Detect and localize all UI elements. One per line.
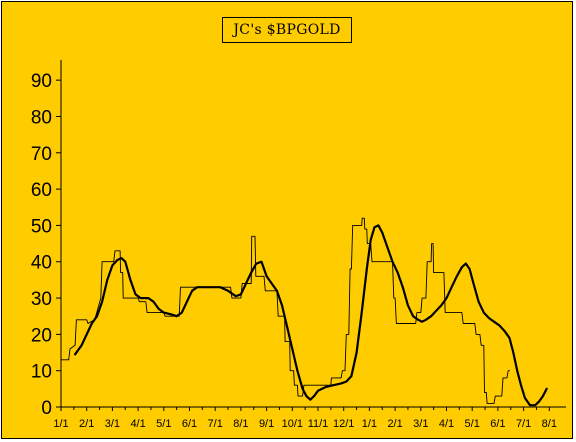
y-tick-label: 50	[31, 216, 52, 237]
y-tick-label: 30	[31, 289, 52, 310]
x-tick-label: 2/1	[387, 418, 402, 430]
x-tick-label: 8/1	[233, 418, 248, 430]
x-tick-label: 7/1	[516, 418, 531, 430]
chart-title: JC's $BPGOLD	[222, 17, 352, 43]
x-tick-label: 11/1	[308, 418, 329, 430]
x-axis-ticks: 1/1 2/1 3/1 4/1 5/1 6/1 7/1 8/1 9/1 10/1 11/1 12/1 1…	[53, 407, 557, 430]
x-tick-label: 4/1	[439, 418, 454, 430]
x-tick-label: 5/1	[156, 418, 171, 430]
x-tick-label: 10/1	[282, 418, 303, 430]
y-tick-label: 10	[31, 362, 52, 383]
series-line-smoothed	[74, 224, 548, 407]
y-tick-label: 70	[31, 144, 52, 165]
x-tick-label: 8/1	[542, 418, 557, 430]
x-tick-label: 3/1	[413, 418, 428, 430]
x-tick-label: 6/1	[182, 418, 197, 430]
x-tick-label: 5/1	[465, 418, 480, 430]
y-tick-label: 60	[31, 180, 52, 201]
x-tick-label: 7/1	[208, 418, 223, 430]
series-lines	[60, 217, 548, 407]
series-line-step	[60, 217, 510, 404]
x-tick-label: 3/1	[105, 418, 120, 430]
x-tick-label: 9/1	[259, 418, 274, 430]
y-axis-ticks: 0 10 20 30 40 50 60 70 80 90	[31, 71, 61, 419]
x-tick-label: 4/1	[130, 418, 145, 430]
y-tick-label: 0	[41, 398, 52, 419]
axes	[60, 60, 566, 408]
x-tick-label: 6/1	[490, 418, 505, 430]
y-tick-label: 90	[31, 71, 52, 92]
y-tick-label: 80	[31, 107, 52, 128]
x-tick-label: 1/1	[53, 418, 68, 430]
y-tick-label: 40	[31, 253, 52, 274]
x-tick-label: 2/1	[79, 418, 94, 430]
x-tick-label: 1/1	[362, 418, 377, 430]
y-tick-label: 20	[31, 325, 52, 346]
x-tick-label: 12/1	[333, 418, 354, 430]
